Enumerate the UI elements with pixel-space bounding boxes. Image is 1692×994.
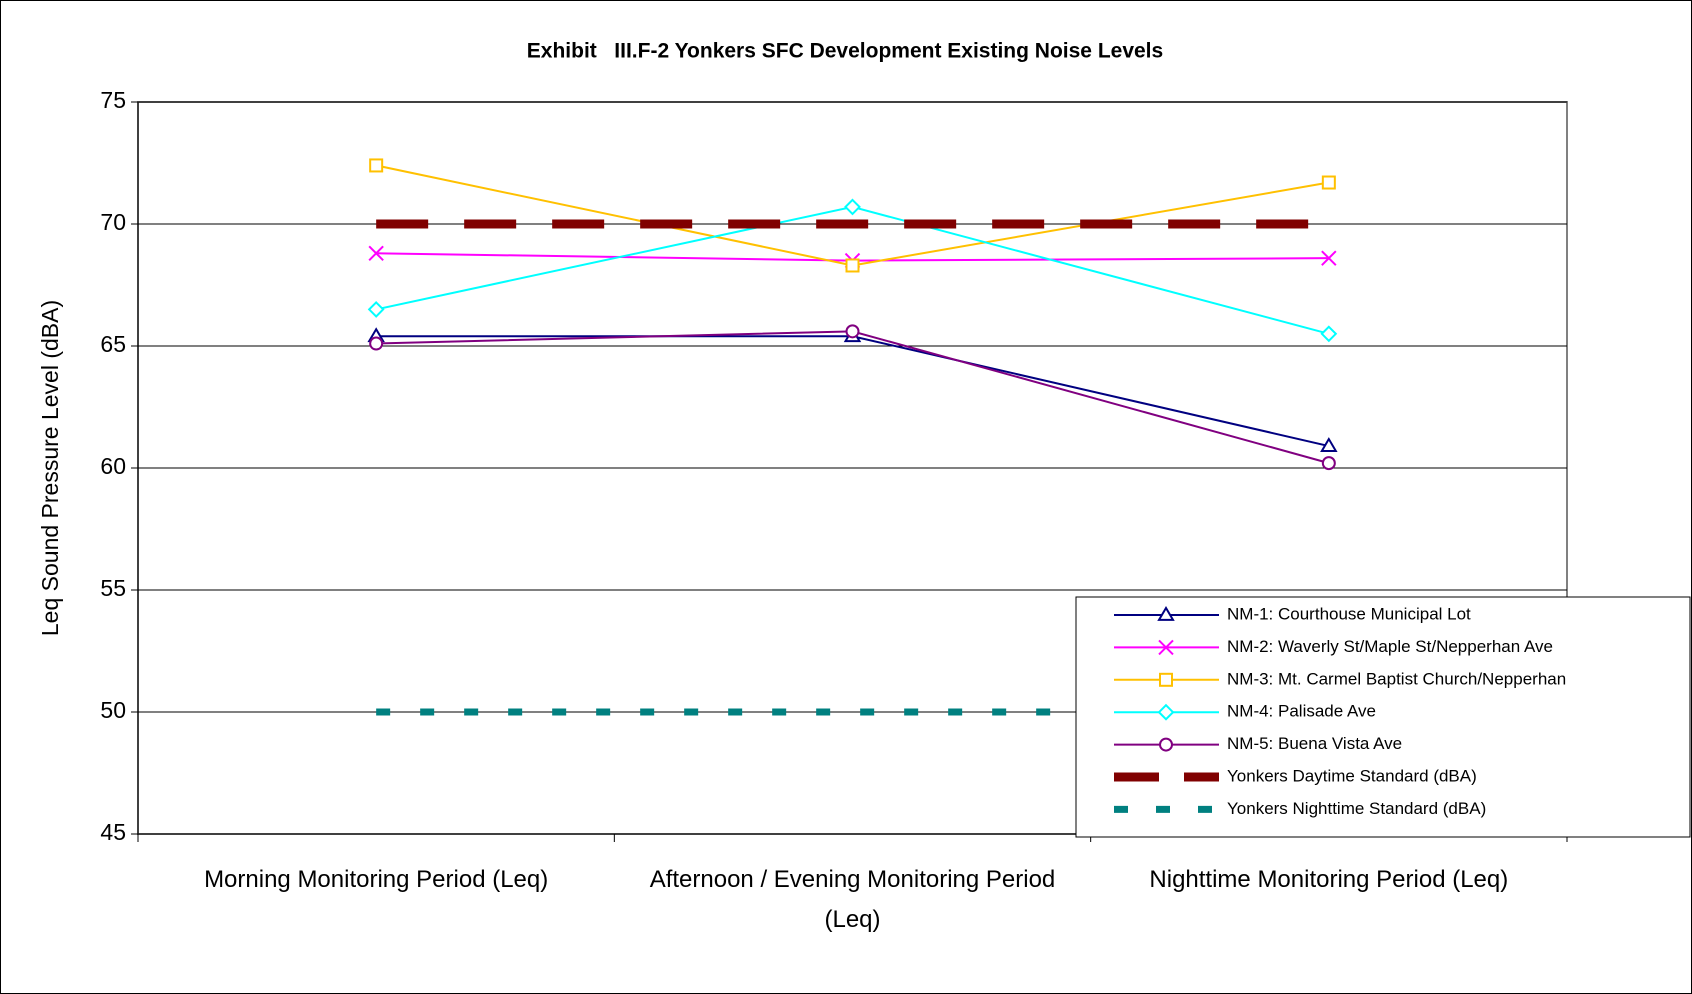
legend-label: NM-1: Courthouse Municipal Lot (1227, 604, 1471, 623)
y-tick-label: 70 (100, 209, 126, 235)
chart-title: Exhibit III.F-2 Yonkers SFC Development … (527, 40, 1163, 63)
x-tick-label: Nighttime Monitoring Period (Leq) (1149, 866, 1509, 893)
series (369, 324, 1336, 471)
y-tick-label: 60 (100, 453, 126, 479)
series (367, 198, 1338, 343)
legend-box (1075, 596, 1691, 838)
y-tick-label: 55 (100, 575, 126, 601)
y-axis-label: Leq Sound Pressure Level (dBA) (37, 300, 63, 636)
legend-label: NM-3: Mt. Carmel Baptist Church/Nepperha… (1227, 669, 1566, 688)
marker (1157, 606, 1175, 621)
marker (368, 245, 384, 261)
marker (367, 300, 385, 318)
y-tick-label: 45 (100, 819, 126, 845)
marker (1321, 250, 1337, 266)
y-tick-label: 65 (100, 331, 126, 357)
legend-label: NM-4: Palisade Ave (1227, 702, 1376, 721)
x-tick-label: Morning Monitoring Period (Leq) (204, 866, 549, 893)
marker (845, 258, 860, 273)
marker (845, 324, 860, 339)
y-tick-label: 75 (100, 87, 126, 113)
legend-label: NM-5: Buena Vista Ave (1227, 734, 1402, 753)
marker (1157, 703, 1175, 721)
marker (1158, 639, 1174, 656)
x-tick-label: Afternoon / Evening Monitoring Period (L… (649, 866, 1056, 933)
marker (1320, 325, 1338, 343)
marker (369, 336, 384, 351)
legend-label: Yonkers Daytime Standard (dBA) (1227, 766, 1477, 785)
legend-label: Yonkers Nighttime Standard (dBA) (1227, 799, 1486, 818)
marker (844, 198, 861, 216)
series (369, 158, 1336, 273)
marker (1320, 437, 1338, 452)
marker (369, 158, 384, 173)
marker (1159, 737, 1173, 752)
y-tick-label: 50 (100, 697, 126, 723)
marker (1159, 672, 1173, 687)
marker (1321, 175, 1336, 190)
legend-label: NM-2: Waverly St/Maple St/Nepperhan Ave (1227, 637, 1553, 656)
marker (1321, 456, 1336, 471)
legend: NM-1: Courthouse Municipal Lot NM-2: Wave… (1075, 596, 1691, 838)
